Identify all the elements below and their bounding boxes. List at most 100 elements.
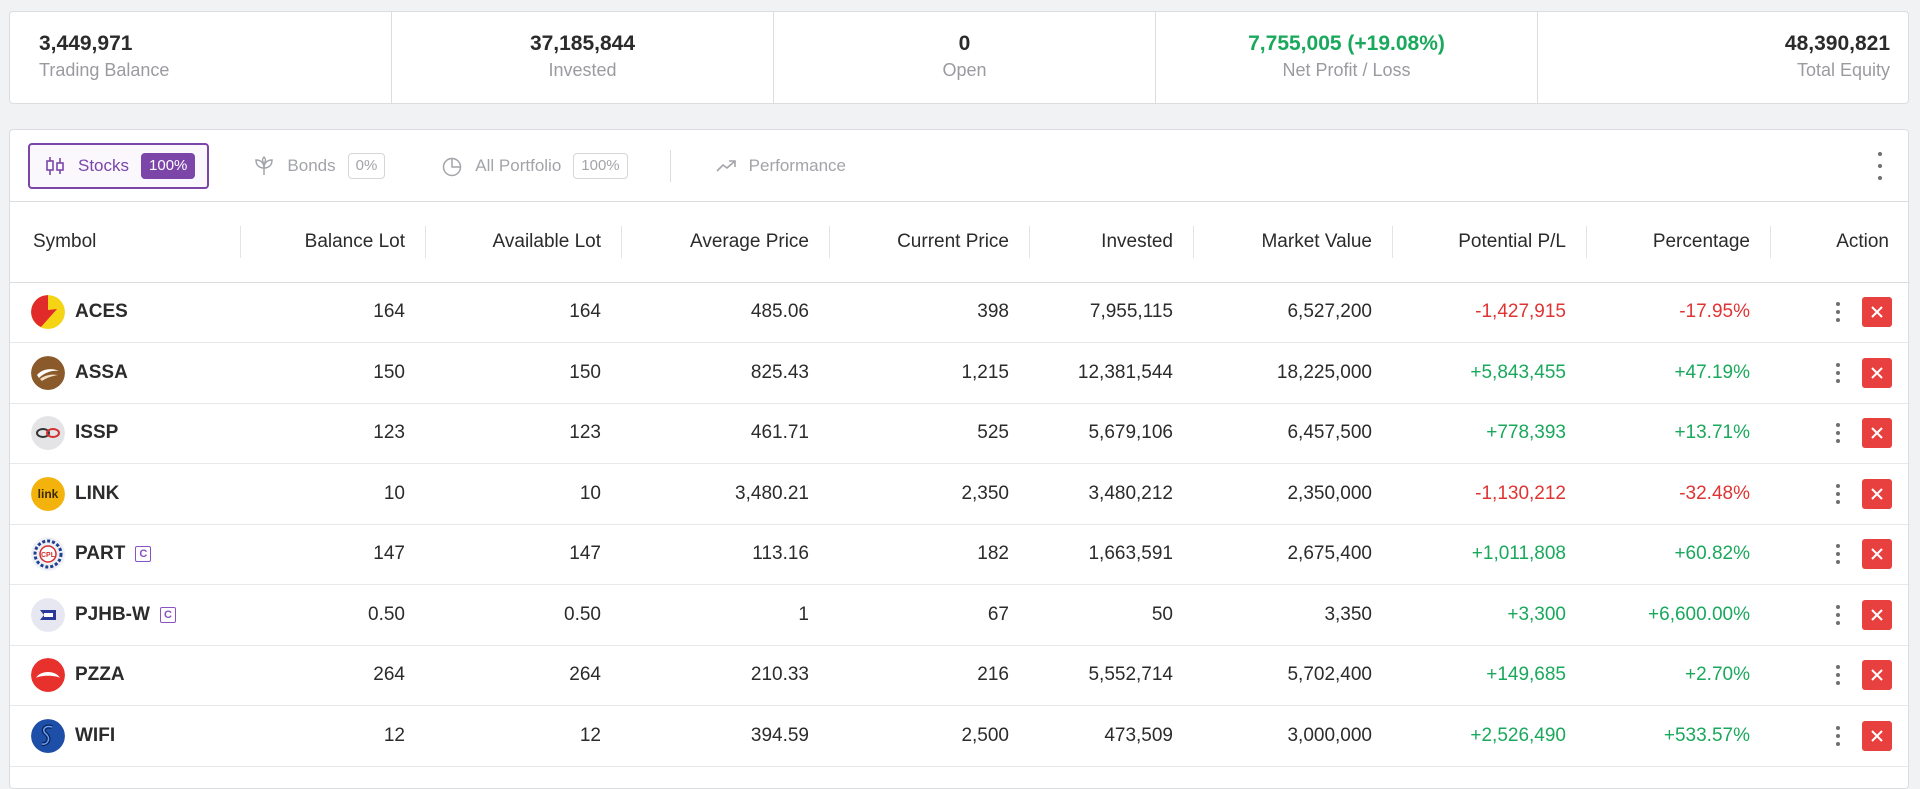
current-price-cell: 182 bbox=[977, 543, 1009, 565]
table-row[interactable]: PZZA 264 264 210.33 216 5,552,714 5,702,400 +14… bbox=[10, 645, 1910, 706]
symbol-cell: WIFI bbox=[10, 706, 241, 767]
table-row[interactable]: WIFI 12 12 394.59 2,500 473,509 3,000,000 +2,52… bbox=[10, 706, 1910, 767]
tab-label: All Portfolio bbox=[475, 155, 562, 175]
action-cell bbox=[1771, 706, 1910, 767]
market-value-cell: 3,000,000 bbox=[1287, 724, 1372, 746]
column-header-percentage: Percentage bbox=[1587, 202, 1771, 282]
row-menu-icon[interactable] bbox=[1834, 665, 1842, 686]
tab-stocks[interactable]: Stocks 100% bbox=[28, 142, 210, 189]
ticker-symbol[interactable]: ACES bbox=[75, 301, 128, 323]
summary-value: 37,185,844 bbox=[529, 32, 636, 55]
row-menu-icon[interactable] bbox=[1834, 362, 1842, 383]
action-cell bbox=[1771, 282, 1910, 343]
table-row[interactable]: ACES 164 164 485.06 398 7,955,115 6,527,200 -1,… bbox=[10, 282, 1910, 343]
ticker-symbol[interactable]: LINK bbox=[75, 482, 120, 504]
ticker-symbol[interactable]: PART bbox=[75, 543, 126, 565]
tab-divider bbox=[669, 149, 671, 182]
current-price-cell: 1,215 bbox=[961, 361, 1009, 383]
pie-chart-icon bbox=[441, 155, 463, 177]
row-menu-icon[interactable] bbox=[1834, 725, 1842, 746]
table-row[interactable]: ASSA 150 150 825.43 1,215 12,381,544 18,225,00… bbox=[10, 343, 1910, 403]
close-icon[interactable] bbox=[1862, 539, 1892, 570]
tab-all-portfolio[interactable]: All Portfolio 100% bbox=[427, 143, 639, 189]
potential-pl-cell: +778,393 bbox=[1486, 422, 1566, 444]
company-logo bbox=[31, 597, 65, 632]
table-row[interactable]: PJHB-W C 0.50 0.50 1 67 50 3,350 +3,300 +6,600.00… bbox=[10, 585, 1910, 646]
summary-label: Open bbox=[942, 60, 987, 80]
action-cell bbox=[1771, 585, 1910, 646]
percentage-cell: +2.70% bbox=[1685, 664, 1750, 686]
average-price-cell: 485.06 bbox=[750, 301, 809, 323]
action-cell bbox=[1771, 645, 1910, 706]
close-icon[interactable] bbox=[1862, 418, 1892, 449]
company-logo bbox=[31, 355, 65, 390]
tab-performance[interactable]: Performance bbox=[701, 143, 858, 189]
summary-net-profit-loss: 7,755,005 (+19.08%) Net Profit / Loss bbox=[1156, 12, 1538, 103]
summary-invested-total: 37,185,844 Invested bbox=[392, 12, 774, 103]
row-menu-icon[interactable] bbox=[1834, 423, 1842, 444]
average-price-cell: 461.71 bbox=[750, 422, 809, 444]
market-value-cell: 3,350 bbox=[1324, 603, 1372, 625]
available-lot-cell: 150 bbox=[569, 361, 601, 383]
average-price-cell: 394.59 bbox=[750, 724, 809, 746]
summary-value: 3,449,971 bbox=[39, 32, 133, 55]
summary-label: Trading Balance bbox=[39, 60, 170, 80]
market-value-cell: 2,350,000 bbox=[1287, 482, 1372, 504]
symbol-cell: ISSP bbox=[10, 403, 241, 464]
ticker-symbol[interactable]: WIFI bbox=[75, 724, 116, 746]
invested-cell: 7,955,115 bbox=[1089, 301, 1173, 323]
row-menu-icon[interactable] bbox=[1834, 483, 1842, 504]
tab-label: Performance bbox=[748, 155, 846, 175]
table-row[interactable]: CPL PART C 147 147 113.16 182 1,663,591 2,675,40… bbox=[10, 524, 1910, 585]
available-lot-cell: 0.50 bbox=[564, 603, 601, 625]
summary-value: 48,390,821 bbox=[1784, 32, 1890, 55]
action-cell bbox=[1771, 464, 1910, 525]
tab-label: Bonds bbox=[287, 155, 336, 175]
balance-lot-cell: 147 bbox=[373, 543, 405, 565]
column-header-current-price: Current Price bbox=[830, 202, 1030, 282]
row-menu-icon[interactable] bbox=[1834, 544, 1842, 565]
svg-text:link: link bbox=[38, 487, 59, 501]
column-header-invested: Invested bbox=[1030, 202, 1194, 282]
potential-pl-cell: +149,685 bbox=[1486, 664, 1566, 686]
summary-label: Net Profit / Loss bbox=[1282, 60, 1411, 80]
close-icon[interactable] bbox=[1862, 720, 1892, 751]
current-price-cell: 67 bbox=[987, 603, 1009, 625]
ticker-symbol[interactable]: PJHB-W bbox=[75, 603, 150, 625]
tab-bonds[interactable]: Bonds 0% bbox=[239, 143, 397, 189]
summary-bar: 3,449,971 Trading Balance 37,185,844 Invest… bbox=[9, 11, 1909, 104]
portfolio-tabs: Stocks 100% Bonds 0% All Portfolio 100% Perfor… bbox=[10, 130, 1908, 202]
symbol-cell: PZZA bbox=[10, 645, 241, 706]
row-menu-icon[interactable] bbox=[1834, 302, 1842, 323]
invested-cell: 5,552,714 bbox=[1088, 664, 1173, 686]
table-row[interactable]: link LINK 10 10 3,480.21 2,350 3,480,212 2,350,… bbox=[10, 464, 1910, 525]
potential-pl-cell: -1,427,915 bbox=[1475, 301, 1566, 323]
leaf-icon bbox=[253, 155, 275, 177]
table-row[interactable]: ISSP 123 123 461.71 525 5,679,106 6,457,500 +77… bbox=[10, 403, 1910, 464]
current-price-cell: 2,350 bbox=[961, 482, 1009, 504]
ticker-symbol[interactable]: ASSA bbox=[75, 361, 128, 383]
close-icon[interactable] bbox=[1862, 660, 1892, 691]
close-icon[interactable] bbox=[1862, 599, 1892, 630]
invested-cell: 12,381,544 bbox=[1077, 361, 1173, 383]
potential-pl-cell: +1,011,808 bbox=[1471, 543, 1566, 565]
current-price-cell: 2,500 bbox=[961, 724, 1009, 746]
ticker-symbol[interactable]: ISSP bbox=[75, 422, 119, 444]
balance-lot-cell: 0.50 bbox=[368, 603, 405, 625]
percentage-cell: -17.95% bbox=[1679, 301, 1750, 323]
available-lot-cell: 147 bbox=[569, 543, 601, 565]
more-options-icon[interactable] bbox=[1876, 152, 1884, 180]
available-lot-cell: 12 bbox=[579, 724, 601, 746]
average-price-cell: 825.43 bbox=[750, 361, 809, 383]
close-icon[interactable] bbox=[1862, 357, 1892, 388]
row-menu-icon[interactable] bbox=[1834, 604, 1842, 625]
available-lot-cell: 164 bbox=[569, 301, 601, 323]
close-icon[interactable] bbox=[1862, 297, 1892, 328]
trending-up-icon bbox=[715, 155, 737, 177]
column-header-action: Action bbox=[1836, 230, 1889, 252]
close-icon[interactable] bbox=[1862, 478, 1892, 509]
summary-value: 0 bbox=[958, 32, 971, 55]
ticker-symbol[interactable]: PZZA bbox=[75, 664, 125, 686]
invested-cell: 50 bbox=[1151, 603, 1173, 625]
column-header-symbol: Symbol bbox=[10, 202, 241, 282]
